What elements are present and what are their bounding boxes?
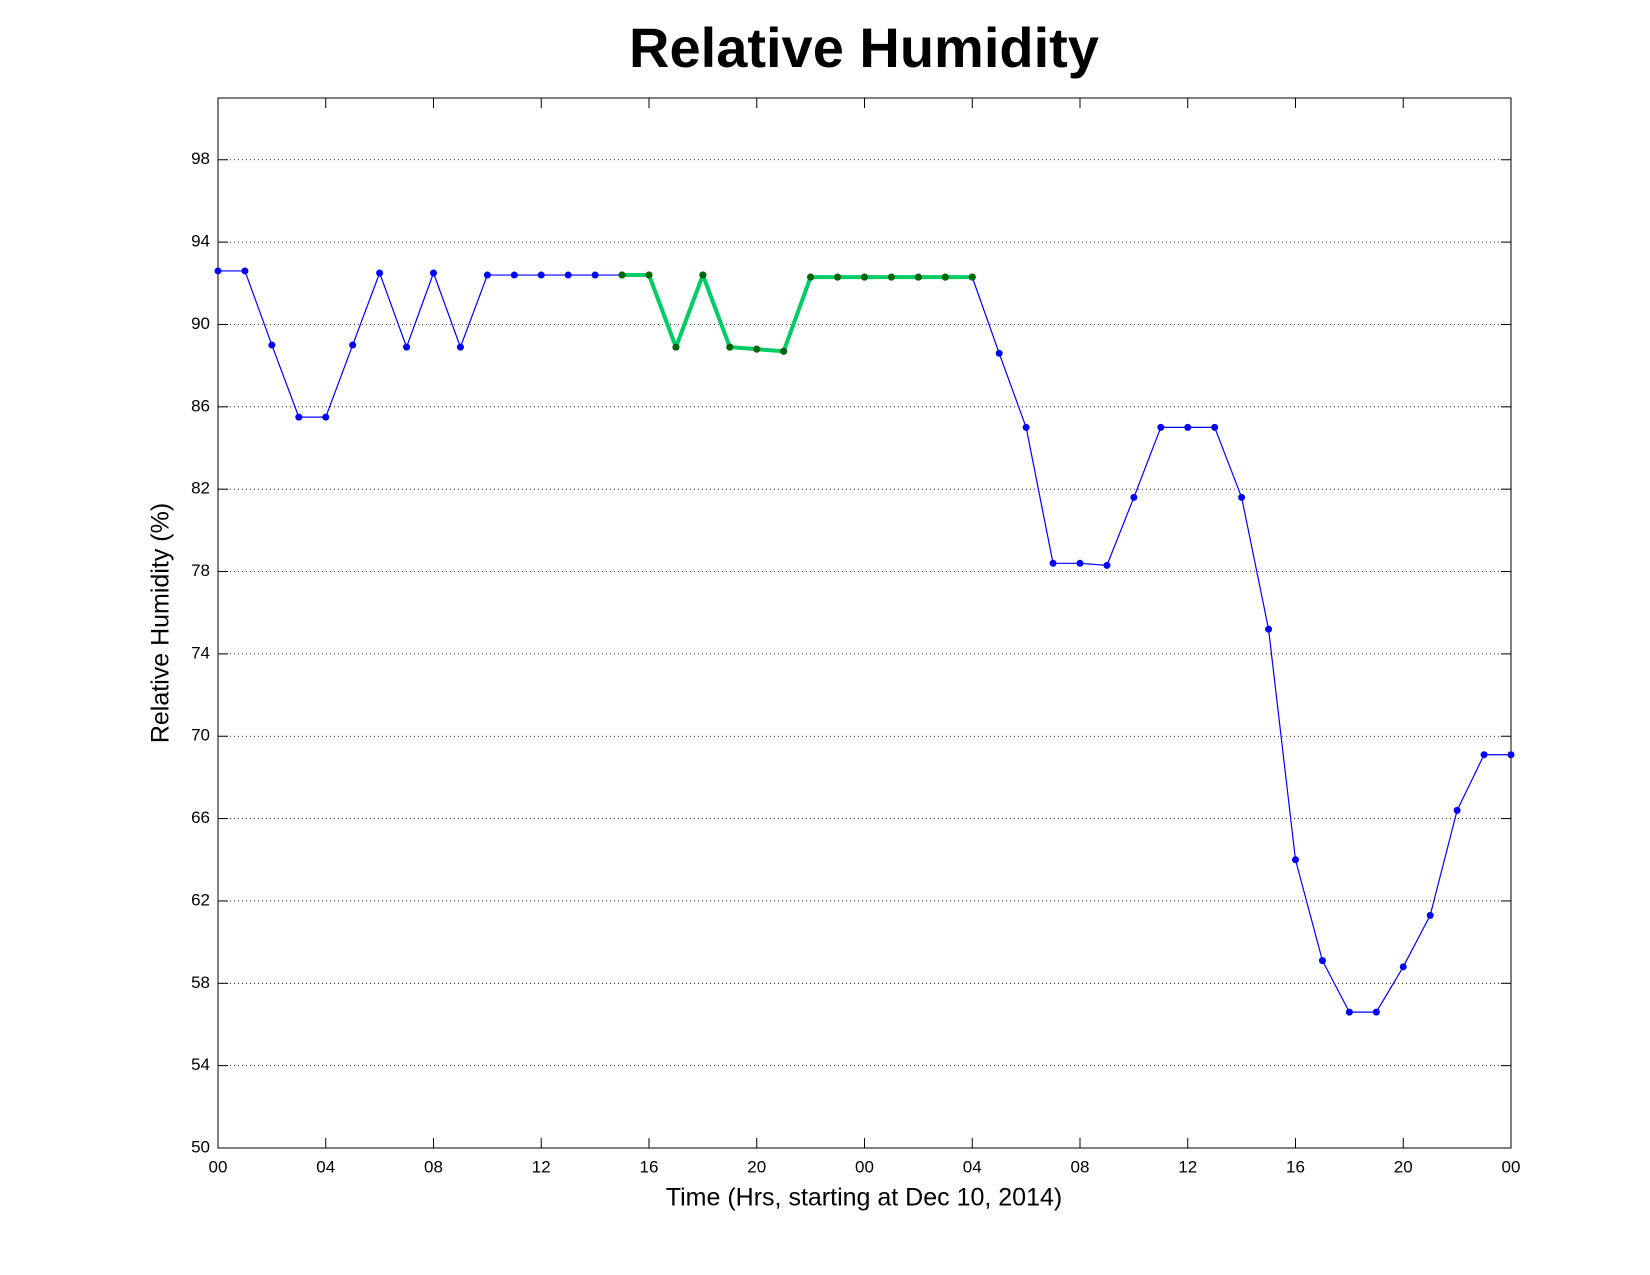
x-tick-label: 00	[1502, 1157, 1521, 1176]
y-tick-label: 94	[191, 232, 210, 251]
y-tick-label: 58	[191, 973, 210, 992]
point	[456, 343, 464, 351]
point	[268, 341, 276, 349]
y-tick-label: 54	[191, 1055, 210, 1074]
point	[887, 273, 895, 281]
point	[1238, 493, 1246, 501]
x-tick-label: 08	[424, 1157, 443, 1176]
point	[241, 267, 249, 275]
y-tick-label: 62	[191, 890, 210, 909]
x-tick-label: 04	[316, 1157, 335, 1176]
point	[672, 343, 680, 351]
point	[699, 271, 707, 279]
point	[591, 271, 599, 279]
point	[807, 273, 815, 281]
y-tick-label: 50	[191, 1137, 210, 1156]
point	[376, 269, 384, 277]
point	[968, 273, 976, 281]
point	[645, 271, 653, 279]
y-tick-label: 98	[191, 149, 210, 168]
x-axis-label: Time (Hrs, starting at Dec 10, 2014)	[666, 1184, 1062, 1212]
point	[1184, 423, 1192, 431]
x-tick-label: 12	[532, 1157, 551, 1176]
point	[834, 273, 842, 281]
point	[322, 413, 330, 421]
point	[1022, 423, 1030, 431]
point	[430, 269, 437, 277]
point	[941, 273, 949, 281]
x-tick-label: 04	[963, 1157, 982, 1176]
x-tick-label: 00	[209, 1157, 228, 1176]
point	[537, 271, 545, 279]
chart-title: Relative Humidity	[629, 16, 1099, 79]
point	[510, 271, 518, 279]
point	[1157, 423, 1165, 431]
x-tick-label: 20	[1394, 1157, 1413, 1176]
x-tick-label: 00	[855, 1157, 874, 1176]
y-tick-label: 70	[191, 726, 210, 745]
point	[1265, 625, 1273, 633]
y-tick-label: 78	[191, 561, 210, 580]
point	[1292, 856, 1299, 864]
y-axis-label: Relative Humidity (%)	[147, 503, 175, 743]
point	[1480, 751, 1488, 759]
point	[1211, 423, 1219, 431]
point	[1426, 911, 1434, 919]
point	[861, 273, 868, 281]
y-tick-label: 74	[191, 643, 210, 662]
point	[726, 343, 734, 351]
y-tick-label: 90	[191, 314, 210, 333]
y-tick-label: 82	[191, 479, 210, 498]
y-tick-label: 86	[191, 396, 210, 415]
point	[403, 343, 411, 351]
y-tick-label: 66	[191, 808, 210, 827]
point	[780, 347, 788, 355]
point	[295, 413, 303, 421]
point	[753, 345, 761, 353]
point	[1103, 561, 1111, 569]
point	[1453, 806, 1461, 814]
point	[1345, 1008, 1353, 1016]
point	[1372, 1008, 1380, 1016]
point	[564, 271, 572, 279]
point	[618, 271, 626, 279]
point	[1507, 751, 1515, 759]
point	[214, 267, 222, 275]
point	[1049, 559, 1057, 567]
point	[1130, 493, 1138, 501]
line-series	[218, 270, 1511, 1013]
point	[1076, 559, 1084, 567]
point	[995, 349, 1003, 357]
point	[1399, 963, 1407, 971]
point	[914, 273, 922, 281]
plot-frame	[217, 97, 1512, 1149]
point	[349, 341, 357, 349]
x-tick-label: 12	[1178, 1157, 1197, 1176]
line-series	[622, 273, 973, 354]
x-tick-label: 08	[1071, 1157, 1090, 1176]
point	[1318, 957, 1326, 965]
x-tick-label: 16	[1286, 1157, 1305, 1176]
x-tick-label: 20	[747, 1157, 766, 1176]
point	[483, 271, 491, 279]
x-tick-label: 16	[640, 1157, 659, 1176]
